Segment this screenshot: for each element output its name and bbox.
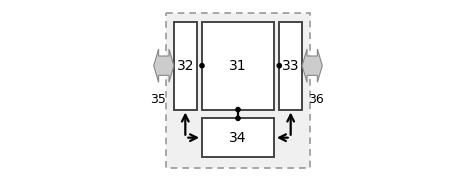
Bar xyxy=(202,22,274,110)
Text: 31: 31 xyxy=(229,59,247,73)
Circle shape xyxy=(236,116,240,121)
Circle shape xyxy=(200,64,204,68)
Text: 33: 33 xyxy=(282,59,299,73)
Polygon shape xyxy=(154,49,174,82)
Bar xyxy=(202,118,274,157)
Text: 36: 36 xyxy=(308,93,324,105)
Bar xyxy=(166,13,310,167)
Circle shape xyxy=(277,64,281,68)
Bar xyxy=(279,22,302,110)
Text: 34: 34 xyxy=(229,131,247,145)
Text: 35: 35 xyxy=(150,93,166,105)
Text: 32: 32 xyxy=(177,59,194,73)
Circle shape xyxy=(236,107,240,112)
Polygon shape xyxy=(302,49,322,82)
Bar xyxy=(174,22,197,110)
